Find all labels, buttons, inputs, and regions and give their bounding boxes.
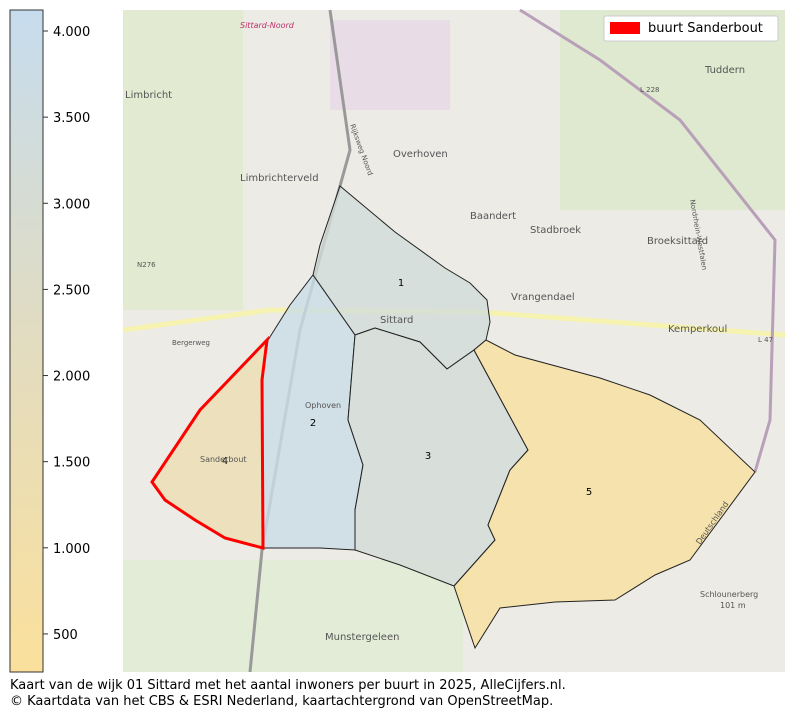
place-name: 101 m	[720, 601, 746, 610]
legend: buurt Sanderbout	[603, 15, 779, 42]
colorbar-tick-label: 2.000	[53, 370, 90, 385]
map-industrial	[330, 20, 450, 110]
road-label: N276	[137, 261, 156, 269]
place-name: Ophoven	[305, 401, 341, 410]
place-name: Limbrichterveld	[240, 173, 319, 184]
place-name: Baandert	[470, 211, 516, 222]
colorbar-tick-label: 1.500	[53, 456, 90, 471]
region-label: 5	[586, 487, 592, 498]
colorbar-tick-label: 1.000	[53, 542, 90, 557]
place-name: Schlounerberg	[700, 590, 758, 599]
map-green	[560, 10, 785, 210]
place-name: Sittard-Noord	[240, 21, 295, 30]
place-name: Stadbroek	[530, 225, 581, 236]
region-label: 3	[425, 451, 431, 462]
place-name: Sittard	[380, 315, 413, 326]
region	[453, 339, 756, 650]
region-label: 4	[222, 456, 228, 467]
road-label: L 228	[640, 86, 660, 94]
colorbar	[9, 9, 44, 673]
region-label: 1	[398, 278, 404, 289]
legend-swatch	[610, 22, 640, 34]
road-label: Bergerweg	[172, 339, 210, 347]
map-green	[123, 560, 463, 672]
place-name: Vrangendael	[511, 292, 575, 303]
caption: © Kaartdata van het CBS & ESRI Nederland…	[10, 694, 554, 709]
colorbar-tick-label: 3.000	[53, 197, 90, 212]
map-figure: 1 2 3 4 5 Sittard-Noord Limbricht Limbri…	[9, 8, 786, 673]
colorbar-tick-label: 4.000	[53, 25, 90, 40]
region	[150, 335, 270, 550]
region-label: 2	[310, 418, 316, 429]
road-label: L 47	[758, 336, 773, 344]
colorbar-tick-label: 500	[53, 628, 78, 643]
place-name: Overhoven	[393, 149, 448, 160]
place-name: Munstergeleen	[325, 632, 399, 643]
place-name: Kemperkoul	[668, 324, 727, 335]
place-name: Sanderbout	[200, 455, 247, 464]
map-green	[123, 10, 243, 310]
colorbar-tick-label: 2.500	[53, 283, 90, 298]
caption: Kaart van de wijk 01 Sittard met het aan…	[10, 678, 566, 693]
legend-box	[603, 15, 779, 42]
border	[519, 8, 777, 473]
place-name: Tuddern	[704, 65, 745, 76]
colorbar-tick-label: 3.500	[53, 111, 90, 126]
legend-label: buurt Sanderbout	[648, 21, 763, 36]
place-name: Broeksittard	[647, 236, 708, 247]
place-name: Limbricht	[125, 90, 172, 101]
